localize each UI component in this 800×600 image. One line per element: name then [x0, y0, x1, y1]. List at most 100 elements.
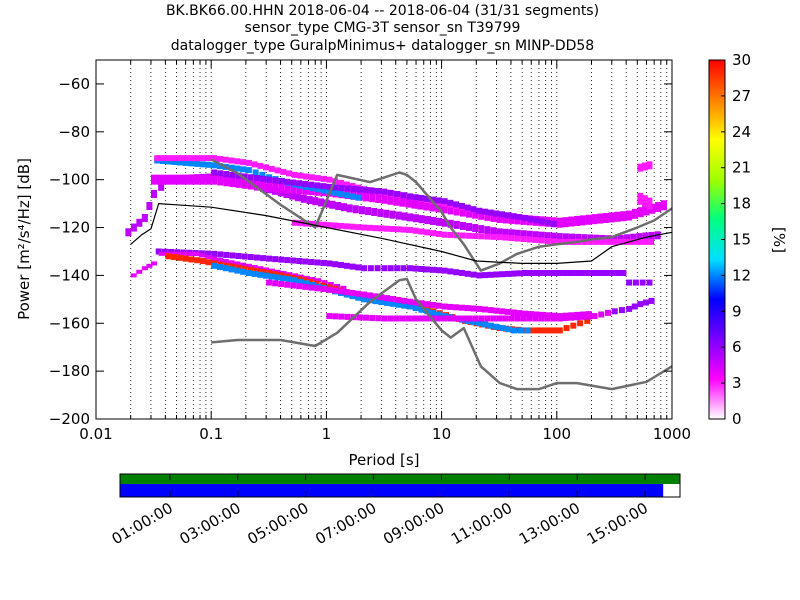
- psd-cell: [234, 165, 241, 172]
- psd-cell: [216, 163, 223, 170]
- psd-cell: [608, 212, 615, 223]
- psd-cell: [381, 265, 388, 272]
- psd-cell: [356, 186, 363, 193]
- psd-cell: [150, 174, 157, 185]
- psd-cell: [303, 173, 310, 180]
- psd-cell: [635, 238, 642, 245]
- psd-cell: [624, 234, 631, 243]
- psd-cell: [406, 303, 413, 310]
- psd-cell: [570, 322, 577, 329]
- psd-cell: [369, 314, 376, 321]
- y-tick-label: −140: [49, 266, 90, 284]
- colorbar-tick-label: 6: [732, 338, 742, 356]
- psd-cell: [597, 270, 604, 277]
- psd-cell: [327, 282, 334, 287]
- psd-cell: [441, 218, 448, 227]
- psd-cell: [274, 274, 281, 281]
- psd-cell: [389, 296, 396, 303]
- psd-cell: [435, 267, 442, 274]
- psd-cell: [346, 204, 353, 213]
- psd-cell: [343, 223, 350, 230]
- psd-cell: [318, 198, 325, 207]
- psd-cell: [508, 315, 515, 322]
- psd-cell: [400, 265, 407, 272]
- psd-cell: [517, 327, 524, 334]
- colorbar-tick-label: 24: [732, 123, 751, 141]
- psd-cell: [369, 187, 376, 194]
- psd-cell: [418, 306, 425, 313]
- psd-cell: [632, 279, 639, 286]
- psd-cell: [158, 182, 165, 191]
- psd-cell: [424, 216, 431, 225]
- psd-cell: [562, 217, 569, 228]
- psd-cell: [302, 283, 309, 290]
- psd-cell: [395, 226, 402, 233]
- psd-cell: [251, 161, 258, 168]
- psd-cell: [620, 270, 627, 277]
- psd-cell: [400, 192, 407, 199]
- psd-cell: [297, 220, 304, 227]
- psd-cell: [241, 265, 248, 272]
- psd-cell: [216, 257, 223, 262]
- psd-cell: [205, 259, 212, 266]
- timeline-label: 05:00:00: [244, 499, 311, 548]
- y-tick-label: −180: [49, 362, 90, 380]
- psd-cell: [614, 211, 621, 222]
- psd-cell: [487, 322, 494, 329]
- psd-cell: [551, 270, 558, 277]
- timeline-label: 13:00:00: [516, 499, 583, 548]
- psd-cell: [459, 315, 466, 322]
- psd-cell: [562, 233, 569, 242]
- psd-cell: [502, 213, 509, 224]
- psd-cell: [478, 315, 485, 322]
- psd-cell: [141, 213, 148, 222]
- psd-cell: [470, 319, 477, 326]
- psd-cell: [591, 270, 598, 277]
- psd-cell: [430, 301, 437, 308]
- psd-cell: [332, 313, 339, 320]
- psd-cell: [263, 267, 270, 272]
- psd-cell: [401, 226, 408, 233]
- psd-cell: [252, 169, 259, 176]
- psd-cell: [631, 303, 638, 310]
- plot-frame: [95, 59, 673, 420]
- psd-cell: [251, 265, 258, 270]
- psd-cell: [556, 233, 563, 242]
- psd-cell: [361, 291, 368, 298]
- psd-cell: [285, 276, 292, 283]
- psd-cell: [568, 216, 575, 227]
- psd-cell: [338, 313, 345, 320]
- psd-cell: [222, 259, 229, 264]
- psd-cell: [447, 303, 454, 310]
- psd-cell: [447, 231, 454, 238]
- psd-cell: [247, 254, 254, 261]
- psd-cell: [272, 177, 279, 184]
- colorbar-ticks: 0 3 6 9 12 15 18 21 24 27 30: [721, 51, 751, 428]
- psd-cell: [326, 260, 333, 267]
- psd-cell: [405, 315, 412, 322]
- psd-cell: [493, 307, 500, 314]
- psd-cell: [395, 211, 402, 220]
- psd-cell: [418, 300, 425, 307]
- psd-cell: [366, 292, 373, 299]
- psd-cell: [369, 192, 376, 203]
- timeline-label: 01:00:00: [109, 499, 176, 548]
- x-tick-label: 10: [432, 425, 451, 443]
- psd-cell: [424, 229, 431, 236]
- psd-cell: [314, 175, 321, 182]
- psd-cell: [545, 327, 552, 334]
- psd-cell: [229, 252, 236, 259]
- psd-cell: [394, 265, 401, 272]
- psd-cell: [290, 183, 297, 194]
- psd-cell: [389, 300, 396, 307]
- psd-cell: [453, 315, 460, 322]
- psd-cell: [395, 296, 402, 303]
- psd-cell: [314, 182, 321, 189]
- psd-cell: [323, 199, 330, 208]
- psd-cell: [296, 184, 303, 195]
- x-tick-label: 0.01: [79, 425, 112, 443]
- psd-cell: [562, 238, 569, 245]
- psd-cell: [337, 222, 344, 229]
- psd-cell: [599, 238, 606, 245]
- psd-cell: [241, 253, 248, 260]
